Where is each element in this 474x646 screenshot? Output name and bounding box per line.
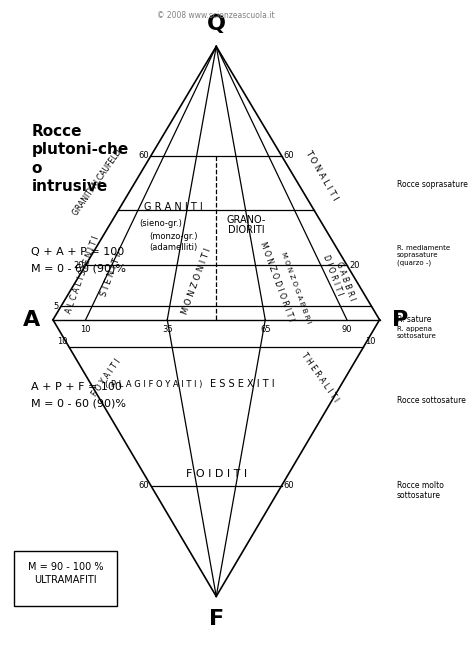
Text: R. mediamente
soprasature
(quarzo -): R. mediamente soprasature (quarzo -) [397,245,450,266]
Text: 10: 10 [56,337,67,346]
Text: GRANITI ALCAUFELD.: GRANITI ALCAUFELD. [71,146,125,217]
Text: Rocce
plutoni­che
o
intrusive: Rocce plutoni­che o intrusive [31,123,129,194]
Text: M = 0 - 60 (90)%: M = 0 - 60 (90)% [31,264,127,273]
Text: T H E R A L I T I: T H E R A L I T I [299,351,340,404]
Text: M O N Z O D I O R I T I: M O N Z O D I O R I T I [258,240,295,322]
Text: A: A [23,310,40,330]
Text: 65: 65 [260,325,271,334]
Text: 10: 10 [365,337,376,346]
Text: Rocce sottosature: Rocce sottosature [397,396,465,404]
Text: E S S E X I T I: E S S E X I T I [210,379,274,389]
Text: F: F [209,609,224,629]
Text: 60: 60 [284,151,294,160]
Text: M = 90 - 100 %
ULTRAMAFITI: M = 90 - 100 % ULTRAMAFITI [28,562,104,585]
Text: F O I D I T I: F O I D I T I [186,469,247,479]
Text: Q: Q [207,14,226,34]
Text: 10: 10 [81,325,91,334]
Text: G R A N I T I: G R A N I T I [144,202,203,213]
Text: Rocce soprasature: Rocce soprasature [397,180,468,189]
Text: Q + A + P = 100: Q + A + P = 100 [31,247,125,257]
Text: F O Y A I T I: F O Y A I T I [91,357,123,398]
Text: © 2008 www.scienzeascuola.it: © 2008 www.scienzeascuola.it [157,11,275,20]
Text: 60: 60 [284,481,294,490]
Text: A L C A L I S I E N I T I: A L C A L I S I E N I T I [65,235,101,315]
Text: (adamelliti): (adamelliti) [149,243,197,251]
Text: 60: 60 [138,151,149,160]
Text: (monzo-gr.): (monzo-gr.) [149,232,198,241]
Text: S I E N I T I: S I E N I T I [99,252,123,298]
FancyBboxPatch shape [14,551,118,606]
Text: DIORITI: DIORITI [228,225,264,234]
Text: 35: 35 [162,325,173,334]
Text: G A B B R I: G A B B R I [334,260,356,302]
Text: D I O R I T I: D I O R I T I [321,253,344,297]
Text: 90: 90 [342,325,352,334]
Text: Rocce molto
sottosature: Rocce molto sottosature [397,481,444,500]
Text: 20: 20 [73,260,83,269]
Text: 20: 20 [349,260,360,269]
Text: A + P + F = 100: A + P + F = 100 [31,382,122,392]
Text: R. sature: R. sature [397,315,431,324]
Text: T O N A L I T I: T O N A L I T I [303,148,340,202]
Text: 60: 60 [138,481,149,490]
Text: R. appena
sottosature: R. appena sottosature [397,326,437,339]
Text: M = 0 - 60 (90)%: M = 0 - 60 (90)% [31,399,127,408]
Text: 5: 5 [54,302,59,311]
Text: GRANO-: GRANO- [227,215,266,225]
Text: P: P [392,310,409,330]
Text: M O N Z O G A B B R I: M O N Z O G A B B R I [280,251,311,324]
Text: (sieno-gr.): (sieno-gr.) [139,219,182,228]
Text: ( P L A G I F O Y A I T I ): ( P L A G I F O Y A I T I ) [105,380,202,389]
Text: M O N Z O N I T I: M O N Z O N I T I [181,247,213,316]
